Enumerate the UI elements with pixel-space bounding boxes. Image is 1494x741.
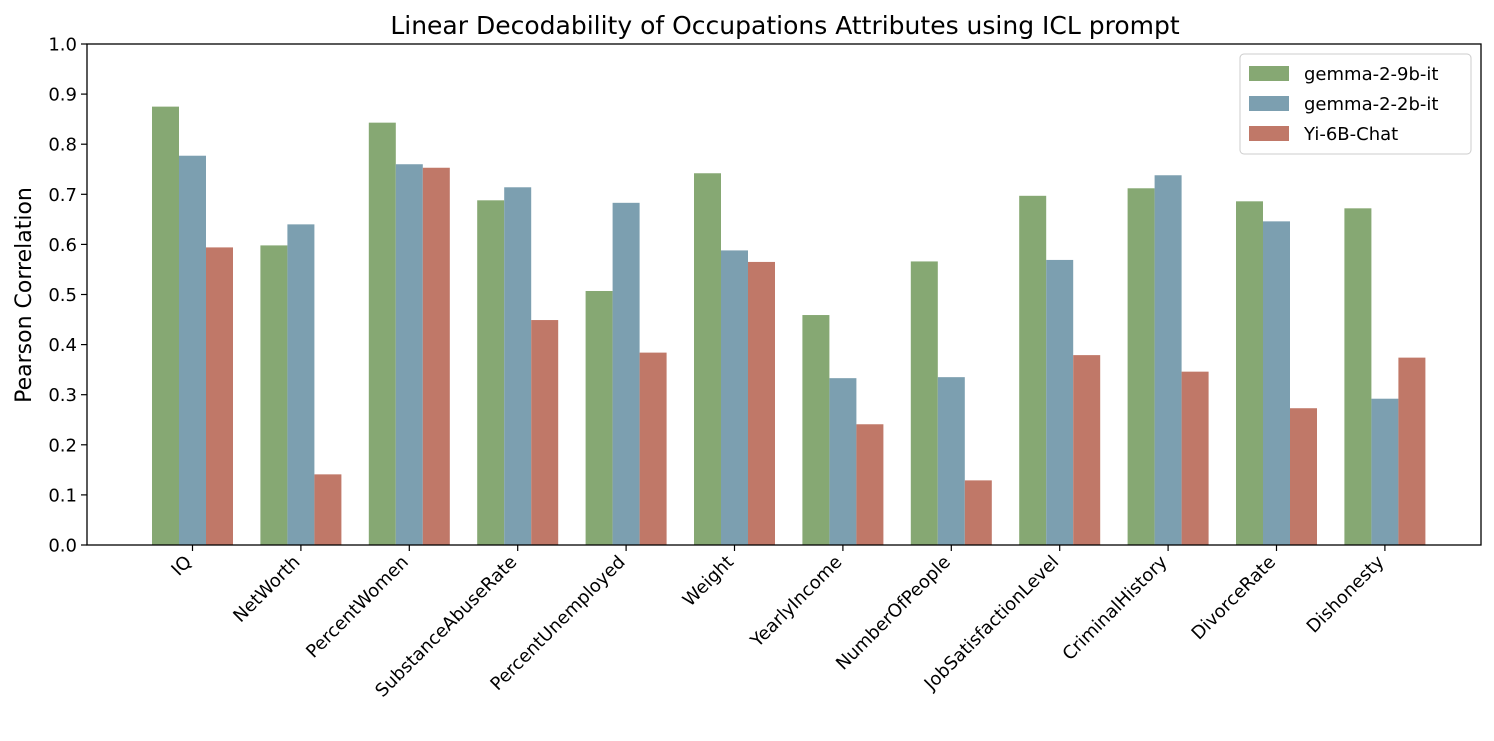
- x-tick-label: NetWorth: [229, 552, 304, 627]
- bar-gemma-2-2b-it-JobSatisfactionLevel: [1046, 259, 1074, 545]
- bar-gemma-2-9b-it-CriminalHistory: [1127, 188, 1155, 545]
- x-tick-label: IQ: [167, 552, 196, 581]
- bar-gemma-2-2b-it-PercentWomen: [395, 164, 423, 546]
- x-tick-label: NumberOfPeople: [832, 552, 955, 675]
- bar-Yi-6B-Chat-IQ: [206, 247, 233, 545]
- y-axis: 0.0 0.1 0.2 0.3 0.4 0.5 0.6 0.7 0.8 0.9 1.0: [48, 35, 87, 557]
- bar-gemma-2-9b-it-Weight: [694, 173, 721, 545]
- bar-Yi-6B-Chat-Dishonesty: [1398, 357, 1426, 545]
- bar-Yi-6B-Chat-JobSatisfactionLevel: [1073, 355, 1101, 545]
- legend-swatch-Yi-6B-Chat: [1249, 126, 1289, 141]
- bar-gemma-2-2b-it-PercentUnemployed: [612, 202, 640, 545]
- y-axis-label: Pearson Correlation: [12, 187, 37, 403]
- x-tick-label: PercentWomen: [302, 552, 413, 663]
- bar-gemma-2-2b-it-IQ: [179, 155, 206, 545]
- bar-gemma-2-9b-it-JobSatisfactionLevel: [1019, 195, 1047, 546]
- bar-Yi-6B-Chat-PercentUnemployed: [639, 352, 667, 545]
- bar-gemma-2-2b-it-Dishonesty: [1371, 398, 1399, 545]
- bar-gemma-2-2b-it-Weight: [721, 250, 748, 546]
- legend-label-Yi-6B-Chat: Yi-6B-Chat: [1303, 124, 1398, 145]
- y-tick-label: 0.9: [48, 85, 77, 106]
- x-tick-label: Dishonesty: [1303, 551, 1389, 637]
- x-tick-label: DivorceRate: [1188, 552, 1280, 644]
- bar-Yi-6B-Chat-PercentWomen: [422, 167, 450, 545]
- bar-Yi-6B-Chat-SubstanceAbuseRate: [531, 320, 559, 545]
- y-tick-label: 0.4: [48, 335, 77, 356]
- legend-label-gemma-2-2b-it: gemma-2-2b-it: [1304, 94, 1438, 115]
- y-tick-label: 0.7: [48, 185, 77, 206]
- x-axis: IQ NetWorthPercentWomenSubstanceAbuseRate…: [167, 545, 1389, 702]
- bar-gemma-2-2b-it-YearlyIncome: [829, 378, 857, 545]
- bar-gemma-2-9b-it-PercentUnemployed: [585, 290, 613, 545]
- bar-gemma-2-2b-it-NetWorth: [287, 224, 315, 546]
- bar-gemma-2-9b-it-NetWorth: [260, 245, 288, 546]
- y-tick-label: 0.2: [48, 435, 77, 456]
- bar-gemma-2-9b-it-PercentWomen: [368, 122, 396, 546]
- bar-Yi-6B-Chat-NetWorth: [314, 474, 342, 545]
- x-tick-label: CriminalHistory: [1059, 551, 1172, 664]
- bar-gemma-2-2b-it-SubstanceAbuseRate: [504, 187, 532, 545]
- y-tick-label: 0.6: [48, 235, 77, 256]
- bar-Yi-6B-Chat-YearlyIncome: [856, 424, 884, 545]
- y-tick-label: 0.8: [48, 135, 77, 156]
- bar-gemma-2-2b-it-DivorceRate: [1263, 221, 1290, 545]
- y-tick-label: 0.0: [48, 536, 77, 557]
- bar-Yi-6B-Chat-Weight: [748, 261, 775, 545]
- bar-Yi-6B-Chat-NumberOfPeople: [964, 480, 992, 545]
- legend-swatch-gemma-2-2b-it: [1249, 96, 1289, 111]
- legend: gemma-2-9b-it gemma-2-2b-it Yi-6B-Chat: [1239, 53, 1472, 155]
- bar-gemma-2-9b-it-SubstanceAbuseRate: [477, 200, 505, 545]
- x-tick-label: Weight: [679, 552, 738, 611]
- bar-gemma-2-2b-it-NumberOfPeople: [937, 377, 965, 545]
- y-tick-label: 0.3: [48, 385, 77, 406]
- y-tick-label: 0.5: [48, 285, 77, 306]
- chart-title: Linear Decodability of Occupations Attri…: [390, 11, 1180, 40]
- bar-gemma-2-9b-it-YearlyIncome: [802, 315, 830, 545]
- y-tick-label: 0.1: [48, 485, 77, 506]
- legend-swatch-gemma-2-9b-it: [1249, 66, 1289, 81]
- x-tick-label: YearlyIncome: [746, 552, 846, 652]
- bar-Yi-6B-Chat-CriminalHistory: [1181, 371, 1209, 545]
- bar-gemma-2-2b-it-CriminalHistory: [1154, 175, 1182, 545]
- legend-box: [1239, 53, 1472, 155]
- bar-Yi-6B-Chat-DivorceRate: [1290, 408, 1317, 545]
- bar-gemma-2-9b-it-IQ: [152, 106, 179, 545]
- bar-gemma-2-9b-it-NumberOfPeople: [910, 261, 938, 545]
- plot-area: [86, 43, 1482, 546]
- bar-gemma-2-9b-it-Dishonesty: [1344, 208, 1372, 545]
- legend-label-gemma-2-9b-it: gemma-2-9b-it: [1304, 64, 1438, 85]
- y-tick-label: 1.0: [48, 35, 77, 56]
- bar-gemma-2-9b-it-DivorceRate: [1236, 201, 1263, 545]
